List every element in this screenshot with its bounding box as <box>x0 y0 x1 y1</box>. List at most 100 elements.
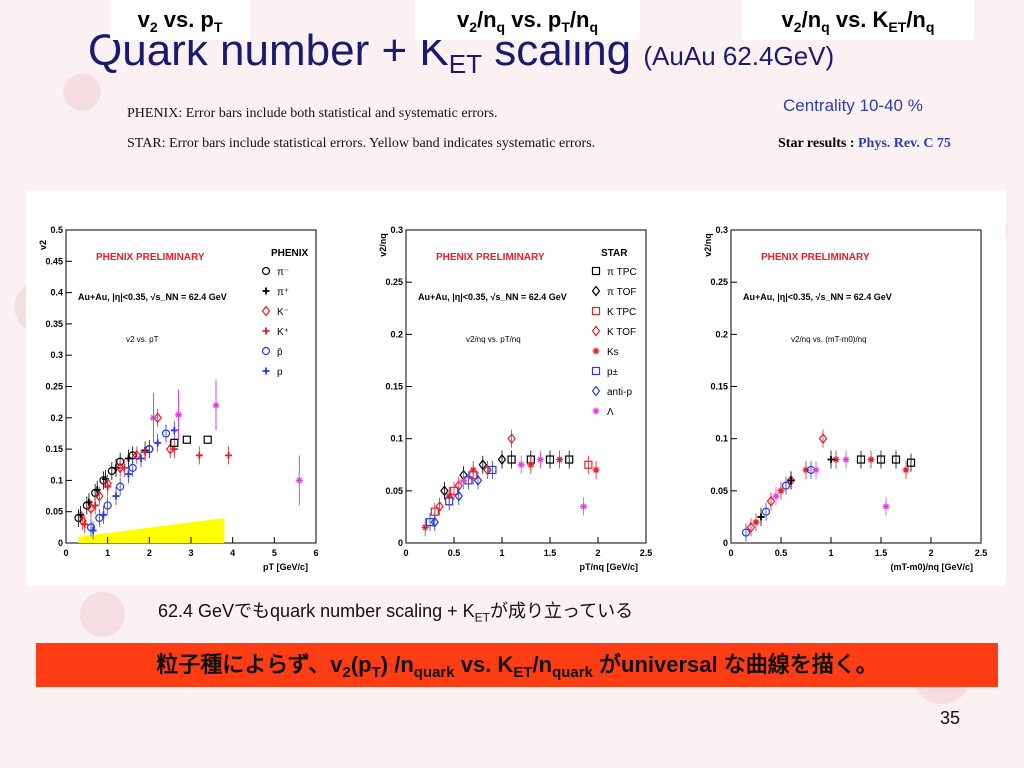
x-tick-label-2-5: 2.5 <box>640 548 653 558</box>
data-point-3-5-1 <box>787 476 795 484</box>
data-point-3-1-1 <box>766 495 776 507</box>
data-point-1-5-4 <box>137 454 145 462</box>
y-tick-label-3-1: 0.05 <box>710 486 728 496</box>
legend-label-1-3: K⁺ <box>277 327 289 338</box>
data-point-2-6-1 <box>454 490 464 502</box>
y-tick-label-3-4: 0.2 <box>715 329 728 339</box>
preliminary-label-1: PHENIX PRELIMINARY <box>96 252 205 263</box>
inset-label-2: v2/nq vs. pT/nq <box>466 335 521 344</box>
legend-marker-2-2 <box>591 306 601 316</box>
data-point-1-2-4 <box>115 462 125 474</box>
x-tick-label-2-2: 1 <box>499 548 504 558</box>
data-point-3-0-1 <box>876 455 886 464</box>
x-tick-label-1-2: 2 <box>147 548 152 558</box>
data-point-2-1-0 <box>440 485 449 497</box>
data-point-1-5-1 <box>100 511 107 519</box>
data-point-2-6-2 <box>473 474 483 486</box>
star-reference-link[interactable]: Phys. Rev. C 75 <box>857 136 951 151</box>
legend-label-2-5: p± <box>607 367 619 378</box>
data-point-1-5-2 <box>112 492 120 500</box>
x-tick-label-1-3: 3 <box>188 548 193 558</box>
x-axis-label-2: pT/nq [GeV/c] <box>580 562 639 572</box>
data-point-1-2-1 <box>86 503 96 515</box>
data-point-2-1-2 <box>478 459 488 471</box>
data-point-1-4-6 <box>161 429 171 438</box>
data-point-2-1-3 <box>497 454 507 466</box>
data-point-2-0-0 <box>507 455 516 464</box>
data-point-3-0-0 <box>856 455 866 464</box>
inset-label-1: v2 vs. pT <box>126 335 159 344</box>
data-point-2-7-0 <box>460 476 468 484</box>
y-tick-label-1-9: 0.45 <box>45 256 63 266</box>
data-point-3-3-1 <box>761 507 771 516</box>
legend-label-2-3: K TOF <box>607 327 636 338</box>
y-tick-label-1-10: 0.5 <box>50 225 63 235</box>
y-tick-label-2-3: 0.15 <box>385 382 403 392</box>
data-point-2-3-3 <box>507 433 516 445</box>
plot-frame-2 <box>405 229 647 544</box>
legend-label-2-0: π TPC <box>607 267 637 278</box>
legend-marker-2-0 <box>591 266 601 276</box>
data-point-1-3-2 <box>104 483 112 491</box>
data-point-3-5-2 <box>827 456 835 464</box>
x-tick-label-2-4: 2 <box>595 548 600 558</box>
data-point-1-1-5 <box>125 454 132 462</box>
star-point-1-3 <box>295 476 303 484</box>
data-point-1-4-4 <box>128 463 137 472</box>
y-tick-label-1-1: 0.05 <box>45 507 63 517</box>
phenix-note: PHENIX: Error bars include both statisti… <box>127 106 498 121</box>
data-point-2-5-1 <box>445 497 454 506</box>
data-point-2-0-2 <box>545 455 555 464</box>
y-tick-label-2-5: 0.25 <box>385 277 403 287</box>
y-tick-label-1-5: 0.25 <box>45 382 63 392</box>
plots-svg: 0 1 2 3 4 5 6 0 0.05 0.1 0.15 0.2 0.25 0.3 0.35 0.4 0.45… <box>38 225 987 572</box>
y-tick-label-3-2: 0.1 <box>715 434 728 444</box>
data-point-2-2-3 <box>584 460 593 469</box>
preliminary-label-2: PHENIX PRELIMINARY <box>436 252 545 263</box>
data-point-2-4-4 <box>556 456 564 464</box>
data-point-2-4-5 <box>592 466 600 474</box>
legend-title-2: STAR <box>601 248 628 259</box>
legend-marker-1-5 <box>262 367 270 375</box>
x-tick-label-3-2: 1 <box>828 548 833 558</box>
legend-label-2-7: Λ <box>607 407 614 418</box>
x-tick-label-3-1: 0.5 <box>775 548 788 558</box>
legend-label-1-2: K⁻ <box>277 307 289 318</box>
y-tick-label-2-0: 0 <box>398 538 403 548</box>
y-tick-label-3-5: 0.25 <box>710 277 728 287</box>
data-point-3-3-2 <box>781 481 791 490</box>
legend-marker-1-2 <box>261 305 271 317</box>
system-label-3: Au+Au, |η|<0.35, √s_NN = 62.4 GeV <box>743 292 892 302</box>
legend-marker-1-0 <box>261 266 271 276</box>
data-point-1-5-3 <box>125 470 132 478</box>
legend-marker-1-4 <box>261 346 271 356</box>
legend-marker-2-7 <box>592 407 600 415</box>
star-point-1-0 <box>150 414 157 422</box>
data-point-2-2-1 <box>449 486 459 495</box>
data-point-1-3-1 <box>91 501 99 509</box>
legend-label-2-6: anti-p <box>607 387 632 398</box>
star-reference: Star results : Phys. Rev. C 75 <box>778 136 951 151</box>
square-point-1-0 <box>170 438 179 447</box>
y-tick-label-2-1: 0.05 <box>385 486 403 496</box>
data-point-3-4-0 <box>772 492 780 500</box>
x-tick-label-1-0: 0 <box>63 548 68 558</box>
data-point-2-5-3 <box>488 465 497 475</box>
conclusion-banner: 粒子種によらず、v2(pT) /nquark vs. KET/nquark がu… <box>36 643 998 687</box>
data-point-3-2-0 <box>752 518 760 526</box>
legend-marker-2-6 <box>591 385 601 397</box>
square-point-1-1 <box>182 435 191 444</box>
legend-marker-2-5 <box>591 366 601 376</box>
data-point-1-3-6 <box>195 451 203 459</box>
caption: 62.4 GeVでもquark number scaling + KETが成り立… <box>158 601 634 625</box>
data-point-1-5-5 <box>154 439 162 447</box>
data-point-3-2-4 <box>867 456 875 464</box>
x-tick-label-3-4: 2 <box>928 548 933 558</box>
legend-marker-1-1 <box>262 287 270 295</box>
data-point-2-4-0 <box>421 523 429 531</box>
star-point-1-1 <box>175 411 182 419</box>
legend-label-2-4: Ks <box>607 347 619 358</box>
system-label-1: Au+Au, |η|<0.35, √s_NN = 62.4 GeV <box>78 292 227 302</box>
data-point-1-5-6 <box>170 426 178 434</box>
legend-label-1-0: π⁻ <box>277 267 289 278</box>
